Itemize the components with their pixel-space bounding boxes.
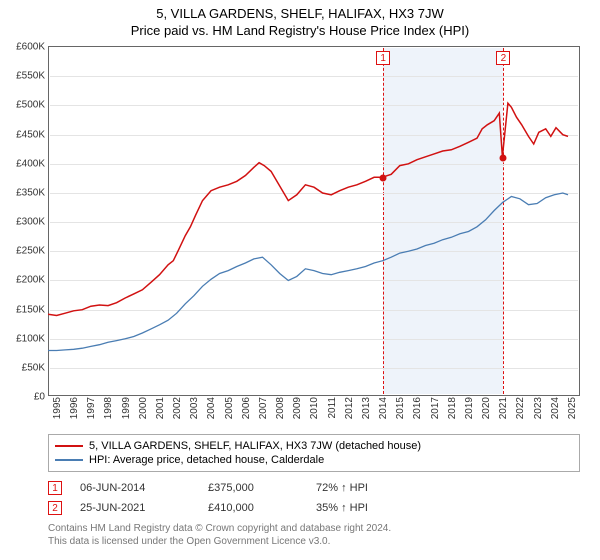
- y-axis-label: £50K: [22, 362, 45, 373]
- x-axis-label: 2018: [447, 397, 458, 419]
- x-axis-label: 1996: [69, 397, 80, 419]
- x-axis-label: 2009: [292, 397, 303, 419]
- x-axis-label: 2020: [481, 397, 492, 419]
- y-axis-label: £550K: [16, 71, 45, 82]
- x-axis-label: 2013: [361, 397, 372, 419]
- chart-area: £0£50K£100K£150K£200K£250K£300K£350K£400…: [48, 46, 580, 396]
- x-axis-label: 2022: [515, 397, 526, 419]
- y-axis-label: £0: [34, 392, 45, 403]
- x-axis-label: 2010: [309, 397, 320, 419]
- x-axis-label: 2003: [189, 397, 200, 419]
- sale-hpi: 35% ↑ HPI: [316, 502, 426, 514]
- x-axis-label: 1995: [52, 397, 63, 419]
- x-axis-label: 2001: [155, 397, 166, 419]
- x-axis-label: 2017: [430, 397, 441, 419]
- sales-table: 1 06-JUN-2014 £375,000 72% ↑ HPI 2 25-JUN-202…: [48, 478, 580, 518]
- y-axis-label: £400K: [16, 158, 45, 169]
- sale-price: £375,000: [208, 482, 298, 494]
- x-axis-label: 2014: [378, 397, 389, 419]
- legend-label: 5, VILLA GARDENS, SHELF, HALIFAX, HX3 7J…: [89, 440, 421, 452]
- sale-row-marker: 2: [48, 501, 62, 515]
- x-axis-label: 1998: [103, 397, 114, 419]
- sale-date: 25-JUN-2021: [80, 502, 190, 514]
- x-axis-label: 2011: [327, 397, 338, 419]
- legend-swatch: [55, 459, 83, 461]
- x-axis-label: 2021: [498, 397, 509, 419]
- x-axis-label: 2000: [138, 397, 149, 419]
- legend-item: 5, VILLA GARDENS, SHELF, HALIFAX, HX3 7J…: [55, 439, 573, 453]
- chart-title-address: 5, VILLA GARDENS, SHELF, HALIFAX, HX3 7J…: [0, 0, 600, 21]
- x-axis-label: 2002: [172, 397, 183, 419]
- footer-line1: Contains HM Land Registry data © Crown c…: [48, 522, 580, 535]
- series-hpi: [48, 193, 568, 351]
- chart-title-subtitle: Price paid vs. HM Land Registry's House …: [0, 21, 600, 42]
- x-axis-label: 2012: [344, 397, 355, 419]
- series-property: [48, 103, 568, 315]
- y-axis-label: £200K: [16, 275, 45, 286]
- y-axis-label: £150K: [16, 304, 45, 315]
- legend-swatch: [55, 445, 83, 447]
- x-axis-label: 2005: [224, 397, 235, 419]
- y-axis-label: £250K: [16, 246, 45, 257]
- series-lines: [48, 46, 580, 396]
- x-axis-label: 2016: [412, 397, 423, 419]
- x-axis-label: 2015: [395, 397, 406, 419]
- y-axis-label: £600K: [16, 42, 45, 53]
- legend: 5, VILLA GARDENS, SHELF, HALIFAX, HX3 7J…: [48, 434, 580, 472]
- x-axis-label: 2023: [533, 397, 544, 419]
- sale-row: 2 25-JUN-2021 £410,000 35% ↑ HPI: [48, 498, 580, 518]
- legend-label: HPI: Average price, detached house, Cald…: [89, 454, 324, 466]
- sale-price: £410,000: [208, 502, 298, 514]
- y-axis-label: £350K: [16, 187, 45, 198]
- legend-item: HPI: Average price, detached house, Cald…: [55, 453, 573, 467]
- sale-hpi: 72% ↑ HPI: [316, 482, 426, 494]
- x-axis-label: 2019: [464, 397, 475, 419]
- y-axis-label: £300K: [16, 217, 45, 228]
- x-axis-label: 2004: [206, 397, 217, 419]
- sale-row-marker: 1: [48, 481, 62, 495]
- footer-line2: This data is licensed under the Open Gov…: [48, 535, 580, 548]
- sale-date: 06-JUN-2014: [80, 482, 190, 494]
- footer-attribution: Contains HM Land Registry data © Crown c…: [48, 522, 580, 548]
- x-axis-label: 2007: [258, 397, 269, 419]
- y-axis-label: £100K: [16, 333, 45, 344]
- x-axis-label: 2024: [550, 397, 561, 419]
- x-axis-label: 2025: [567, 397, 578, 419]
- y-axis-label: £450K: [16, 129, 45, 140]
- x-axis-label: 1999: [121, 397, 132, 419]
- sale-row: 1 06-JUN-2014 £375,000 72% ↑ HPI: [48, 478, 580, 498]
- x-axis-label: 2008: [275, 397, 286, 419]
- x-axis-label: 2006: [241, 397, 252, 419]
- y-axis-label: £500K: [16, 100, 45, 111]
- x-axis-label: 1997: [86, 397, 97, 419]
